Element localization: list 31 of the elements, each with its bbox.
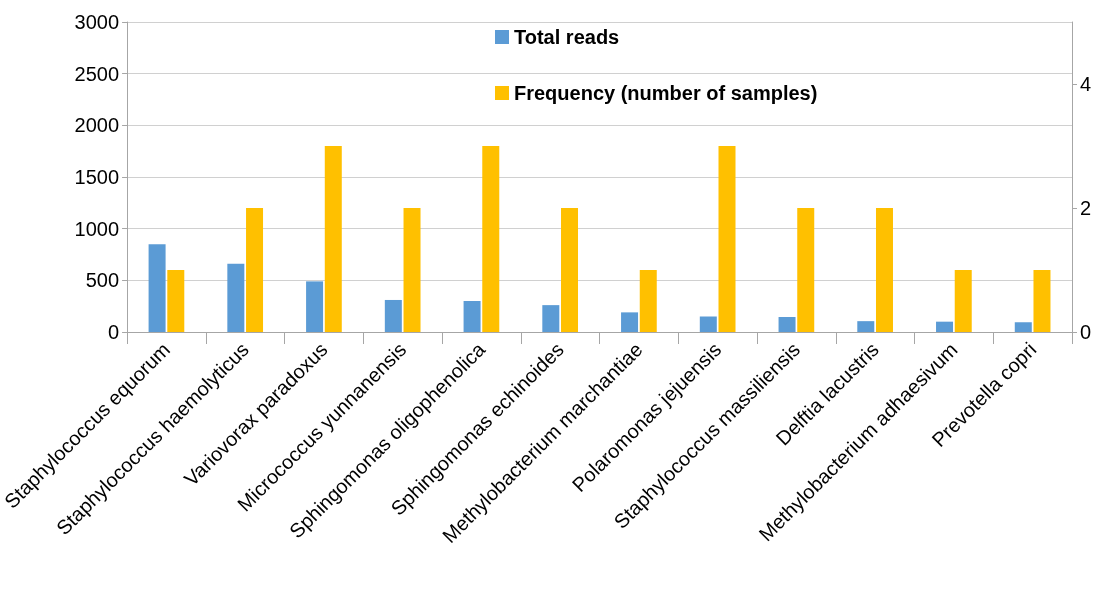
bar bbox=[306, 281, 324, 332]
y2-tick-label: 0 bbox=[1080, 321, 1092, 343]
bar bbox=[403, 208, 421, 332]
bar bbox=[954, 270, 972, 332]
bar bbox=[384, 299, 402, 332]
bar bbox=[324, 146, 342, 332]
y2-tick-label: 2 bbox=[1080, 197, 1092, 219]
y-tick-label: 0 bbox=[107, 321, 120, 343]
bar bbox=[463, 301, 481, 332]
y2-tick-label: 4 bbox=[1080, 73, 1092, 95]
bar bbox=[542, 305, 560, 332]
bar bbox=[482, 146, 500, 332]
bar bbox=[561, 208, 579, 332]
y-tick-label: 2500 bbox=[74, 62, 120, 85]
bar bbox=[936, 321, 954, 332]
y-tick-label: 3000 bbox=[74, 11, 120, 33]
y-tick-label: 1500 bbox=[74, 166, 120, 188]
bar bbox=[875, 208, 893, 332]
bar bbox=[639, 270, 657, 332]
bar bbox=[1033, 270, 1051, 332]
bar bbox=[797, 208, 815, 332]
y-tick-label: 2000 bbox=[74, 114, 120, 137]
bar bbox=[699, 316, 717, 332]
legend-label: Frequency (number of samples) bbox=[514, 82, 818, 104]
y-tick-label: 1000 bbox=[74, 217, 120, 240]
y-tick-label: 500 bbox=[85, 269, 120, 292]
bar bbox=[778, 317, 796, 332]
bar bbox=[1014, 322, 1032, 332]
legend-label: Total reads bbox=[514, 26, 620, 48]
bar bbox=[718, 146, 736, 332]
bar bbox=[857, 321, 875, 332]
